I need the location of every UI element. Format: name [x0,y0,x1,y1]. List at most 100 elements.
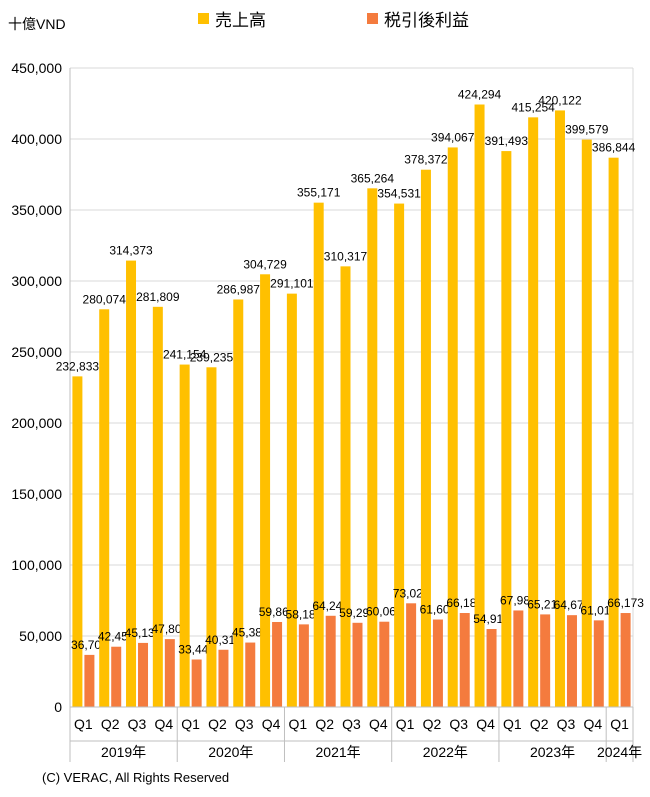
data-label-sales: 286,987 [217,282,261,296]
x-tick-label: Q1 [181,716,200,732]
x-tick-label: Q4 [262,716,281,732]
bar-profit [191,659,202,707]
data-label-profit: 36,702 [71,638,108,652]
copyright-footer: (C) VERAC, All Rights Reserved [42,770,230,785]
bar-profit [298,624,309,707]
x-tick-label: Q2 [315,716,334,732]
y-tick-label: 350,000 [11,202,62,218]
bar-profit [513,610,524,707]
bar-sales [286,293,297,707]
data-label-profit: 65,211 [527,597,563,611]
bar-sales [474,104,485,708]
data-label-profit: 47,809 [151,622,188,636]
bar-profit [593,620,604,707]
bar-profit [138,642,149,707]
bar-profit [272,621,283,707]
x-tick-label: Q3 [342,716,361,732]
x-tick-label: Q3 [235,716,254,732]
bar-sales [501,151,512,707]
data-label-profit: 42,453 [98,630,135,644]
bar-sales [179,364,190,707]
x-tick-label: Q2 [101,716,120,732]
data-label-profit: 61,012 [580,603,617,617]
bar-profit [164,639,175,707]
year-label: 2019年 [101,744,146,760]
data-label-sales: 232,833 [56,359,100,373]
data-label-profit: 64,674 [554,598,591,612]
bar-profit [245,642,256,707]
data-label-profit: 67,983 [500,593,537,607]
data-label-sales: 394,067 [431,130,475,144]
bar-profit [406,603,417,707]
bar-sales [394,203,405,707]
data-label-sales: 354,531 [377,187,421,201]
data-label-profit: 73,028 [393,586,430,600]
data-label-sales: 424,294 [458,88,502,102]
bar-profit [325,615,336,707]
y-tick-label: 300,000 [11,273,62,289]
y-tick-label: 50,000 [19,628,62,644]
data-label-sales: 291,101 [270,277,314,291]
data-label-sales: 314,373 [109,244,153,258]
bar-sales [420,169,431,707]
data-label-profit: 58,186 [286,607,323,621]
bar-sales [233,299,244,707]
x-tick-label: Q2 [208,716,227,732]
year-label: 2024年 [597,744,642,760]
bar-profit [566,615,577,707]
data-label-sales: 355,171 [297,186,341,200]
bar-sales [340,266,351,707]
bar-sales [313,202,324,708]
bar-sales [126,260,137,707]
bar-profit [432,619,443,707]
bar-sales [447,147,458,707]
bar-sales [99,309,110,707]
data-label-sales: 386,844 [592,141,636,155]
data-label-sales: 391,493 [485,134,529,148]
x-tick-label: Q1 [503,716,522,732]
data-label-sales: 304,729 [243,257,287,271]
data-label-sales: 399,579 [565,123,609,137]
x-tick-label: Q4 [476,716,495,732]
x-tick-label: Q4 [583,716,602,732]
data-label-profit: 40,312 [205,633,242,647]
data-label-profit: 33,446 [178,643,215,657]
x-tick-label: Q3 [128,716,147,732]
data-label-sales: 239,235 [190,350,234,364]
data-label-sales: 281,809 [136,290,180,304]
legend-swatch-profit [367,13,378,24]
data-label-sales: 241,154 [163,348,207,362]
y-tick-label: 250,000 [11,344,62,360]
data-label-profit: 61,604 [420,603,457,617]
bar-profit [352,622,363,707]
year-label: 2021年 [316,744,361,760]
data-label-sales: 420,122 [538,93,582,107]
x-tick-label: Q1 [610,716,629,732]
unit-label: 十億VND [8,16,66,32]
bar-sales [152,306,163,707]
data-label-profit: 66,173 [607,596,644,610]
year-label: 2023年 [530,744,575,760]
y-tick-label: 150,000 [11,486,62,502]
bar-profit [459,613,470,707]
data-label-sales: 310,317 [324,249,368,263]
y-tick-label: 400,000 [11,131,62,147]
bar-profit [379,621,390,707]
data-label-sales: 365,264 [351,171,395,185]
data-label-profit: 66,187 [446,596,483,610]
data-label-sales: 415,254 [511,100,555,114]
data-label-profit: 60,064 [366,605,403,619]
data-label-profit: 59,299 [339,606,376,620]
y-tick-label: 100,000 [11,557,62,573]
year-label: 2022年 [423,744,468,760]
bar-sales [367,188,378,707]
bar-sales [260,274,271,707]
year-label: 2020年 [208,744,253,760]
data-label-profit: 59,868 [259,605,296,619]
data-label-profit: 54,916 [473,612,510,626]
bar-profit [111,646,122,707]
x-tick-label: Q1 [74,716,93,732]
bar-sales [206,367,217,707]
bar-sales [72,376,83,707]
